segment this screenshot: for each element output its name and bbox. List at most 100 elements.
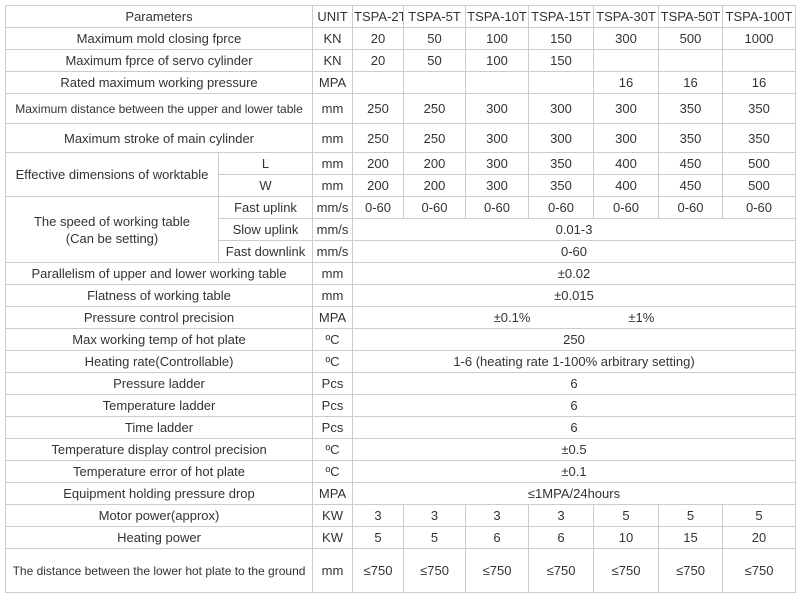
- table-cell: 500: [722, 174, 797, 197]
- table-cell: 16: [722, 71, 797, 94]
- table-cell: 250: [352, 328, 797, 351]
- table-cell: mm: [312, 93, 354, 124]
- table-cell: 300: [593, 123, 660, 153]
- table-row: Maximum mold closing fprce KN 20 50 100 150 30…: [4, 27, 797, 50]
- table-header-cell: UNIT: [312, 5, 354, 28]
- table-cell: Rated maximum working pressure: [4, 71, 314, 94]
- table-cell: 300: [593, 27, 660, 50]
- table-cell: 500: [722, 152, 797, 175]
- table-cell: 300: [465, 152, 530, 175]
- table-cell: ±0.015: [352, 284, 797, 307]
- table-cell: 300: [465, 93, 530, 124]
- table-cell: [528, 71, 595, 94]
- table-cell: ≤750: [658, 548, 724, 593]
- table-cell: Temperature error of hot plate: [4, 460, 314, 483]
- table-cell: Slow uplink: [217, 218, 314, 241]
- table-cell: [465, 71, 530, 94]
- table-cell: 0-60: [658, 196, 724, 219]
- table-cell: KN: [312, 27, 354, 50]
- table-cell: 300: [465, 174, 530, 197]
- table-cell: Max working temp of hot plate: [4, 328, 314, 351]
- table-cell: Heating rate(Controllable): [4, 350, 314, 373]
- table-cell: [658, 49, 724, 72]
- table-row: Maximum stroke of main cylinder mm 250 250 3…: [4, 123, 797, 153]
- table-cell: W: [217, 174, 314, 197]
- table-cell: MPA: [312, 71, 354, 94]
- table-header-cell: TSPA-10T: [465, 5, 530, 28]
- table-row: Parallelism of upper and lower working t…: [4, 262, 797, 285]
- table-row: Motor power(approx) KW 3 3 3 3 5 5 5: [4, 504, 797, 527]
- table-cell: 20: [722, 526, 797, 549]
- table-cell: 3: [465, 504, 530, 527]
- table-cell: MPA: [312, 306, 354, 329]
- table-cell: 350: [658, 123, 724, 153]
- table-cell: 400: [593, 174, 660, 197]
- table-cell: [403, 71, 467, 94]
- table-cell: 150: [528, 49, 595, 72]
- table-cell: 6: [528, 526, 595, 549]
- table-cell: Heating power: [4, 526, 314, 549]
- table-cell: ≤750: [722, 548, 797, 593]
- table-cell: 3: [403, 504, 467, 527]
- table-cell: mm: [312, 123, 354, 153]
- table-cell: 0.01-3: [352, 218, 797, 241]
- table-cell: [722, 49, 797, 72]
- table-cell: mm/s: [312, 240, 354, 263]
- table-header-row: Parameters UNIT TSPA-2T TSPA-5T TSPA-10T TSPA…: [4, 5, 797, 28]
- table-cell: 0-60: [722, 196, 797, 219]
- table-cell: 350: [722, 93, 797, 124]
- table-header-cell: TSPA-15T: [528, 5, 595, 28]
- table-cell: 6: [465, 526, 530, 549]
- table-cell: Temperature ladder: [4, 394, 314, 417]
- table-cell: mm: [312, 284, 354, 307]
- table-cell: ≤750: [528, 548, 595, 593]
- table-cell: 150: [528, 27, 595, 50]
- table-cell: mm: [312, 262, 354, 285]
- table-cell: Pressure control precision: [4, 306, 314, 329]
- table-cell: Maximum distance between the upper and l…: [4, 93, 314, 124]
- table-cell: Fast uplink: [217, 196, 314, 219]
- table-row: Rated maximum working pressure MPA 16 16 16: [4, 71, 797, 94]
- table-cell: ºC: [312, 460, 354, 483]
- table-cell: The speed of working table (Can be settin…: [5, 196, 219, 263]
- table-cell: Time ladder: [4, 416, 314, 439]
- table-cell: 1-6 (heating rate 1-100% arbitrary setti…: [352, 350, 797, 373]
- table-cell: 5: [722, 504, 797, 527]
- table-cell: mm/s: [312, 196, 354, 219]
- table-row: Time ladder Pcs 6: [4, 416, 797, 439]
- table-cell: Maximum mold closing fprce: [4, 27, 314, 50]
- table-cell: ºC: [312, 328, 354, 351]
- table-cell: 0-60: [465, 196, 530, 219]
- table-cell: ≤750: [593, 548, 660, 593]
- table-cell: The distance between the lower hot plate…: [4, 548, 314, 593]
- table-header-cell: TSPA-100T: [722, 5, 797, 28]
- table-cell: 300: [465, 123, 530, 153]
- table-cell: 16: [658, 71, 724, 94]
- table-cell: 5: [352, 526, 405, 549]
- table-cell: ±0.1: [352, 460, 797, 483]
- table-cell: 0-60: [352, 196, 405, 219]
- table-cell: 350: [658, 93, 724, 124]
- table-cell: 6: [352, 416, 797, 439]
- table-row: Heating power KW 5 5 6 6 10 15 20: [4, 526, 797, 549]
- table-cell: Maximum stroke of main cylinder: [4, 123, 314, 153]
- table-cell: 20: [352, 49, 405, 72]
- table-cell: 300: [528, 93, 595, 124]
- table-cell: 250: [403, 123, 467, 153]
- table-cell: mm/s: [312, 218, 354, 241]
- table-cell: ºC: [312, 350, 354, 373]
- table-cell: 1000: [722, 27, 797, 50]
- table-row: Temperature ladder Pcs 6: [4, 394, 797, 417]
- table-cell: Equipment holding pressure drop: [4, 482, 314, 505]
- table-cell: 500: [658, 27, 724, 50]
- table-cell: 200: [403, 152, 467, 175]
- table-cell: mm: [312, 152, 354, 175]
- table-cell-line: (Can be setting): [65, 230, 159, 246]
- table-cell-pair-value: ±0.1%: [493, 310, 531, 325]
- table-cell: 200: [352, 152, 405, 175]
- table-row: Maximum distance between the upper and l…: [4, 93, 797, 124]
- table-cell-line: The speed of working table: [33, 213, 191, 229]
- table-cell: L: [217, 152, 314, 175]
